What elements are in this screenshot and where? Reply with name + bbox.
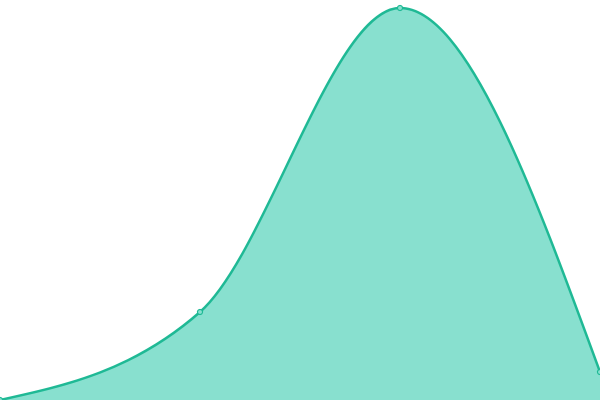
area-line: [0, 6, 600, 400]
data-point: [196, 308, 204, 316]
data-point: [596, 368, 600, 376]
data-point: [0, 396, 4, 400]
area-fill: [0, 8, 600, 400]
data-point: [396, 4, 404, 12]
